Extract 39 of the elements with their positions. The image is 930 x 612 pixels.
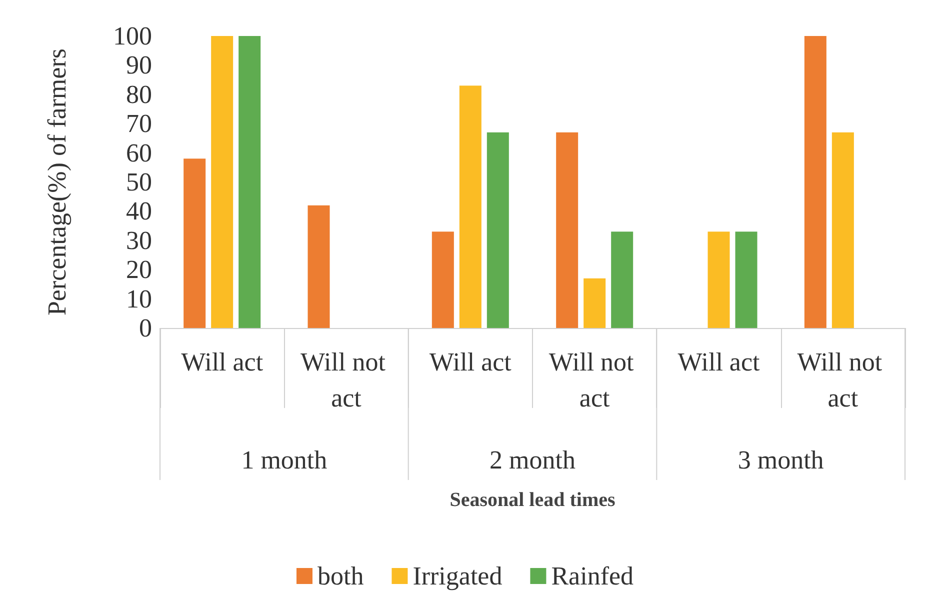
bar	[708, 232, 730, 328]
x-tick-label: Will not act	[797, 348, 889, 412]
text: 3 month	[738, 446, 824, 474]
bar	[486, 132, 509, 328]
x-axis-title: Seasonal lead times	[450, 489, 616, 511]
bar	[238, 36, 261, 328]
bar	[735, 232, 758, 328]
legend-label: both	[317, 562, 364, 590]
bar	[308, 205, 330, 328]
bar	[211, 36, 234, 328]
y-tick-label: 100	[113, 22, 152, 50]
y-tick-label: 90	[126, 50, 152, 80]
y-axis-title: Percentage(%) of farmers	[42, 48, 72, 316]
bar	[459, 86, 482, 328]
y-tick-label: 60	[126, 138, 152, 168]
x-tick-label: Will not act	[300, 348, 392, 412]
x-tick-label: Will act	[678, 348, 761, 376]
y-tick-label: 40	[126, 196, 152, 226]
x-tick-label: Will act	[181, 348, 264, 376]
bar	[611, 232, 634, 328]
y-tick-label: 30	[126, 226, 152, 255]
bar	[432, 232, 454, 328]
bar	[804, 36, 826, 328]
y-tick-label: 20	[126, 255, 152, 284]
legend-label: Irrigated	[412, 562, 502, 590]
text: 2 month	[490, 446, 576, 474]
y-tick-label: 50	[126, 168, 152, 196]
bar	[584, 278, 606, 328]
bar	[832, 132, 854, 328]
y-tick-label: 70	[126, 109, 152, 138]
bar	[184, 158, 206, 328]
y-tick-label: 0	[139, 314, 152, 342]
y-tick-label: 10	[126, 284, 152, 314]
x-tick-label: Will act	[429, 348, 512, 376]
x-tick-label: Will not act	[548, 348, 640, 412]
text: 1 month	[241, 446, 328, 474]
bar	[556, 132, 578, 328]
y-tick-label: 80	[126, 80, 152, 109]
legend-label: Rainfed	[551, 562, 634, 590]
